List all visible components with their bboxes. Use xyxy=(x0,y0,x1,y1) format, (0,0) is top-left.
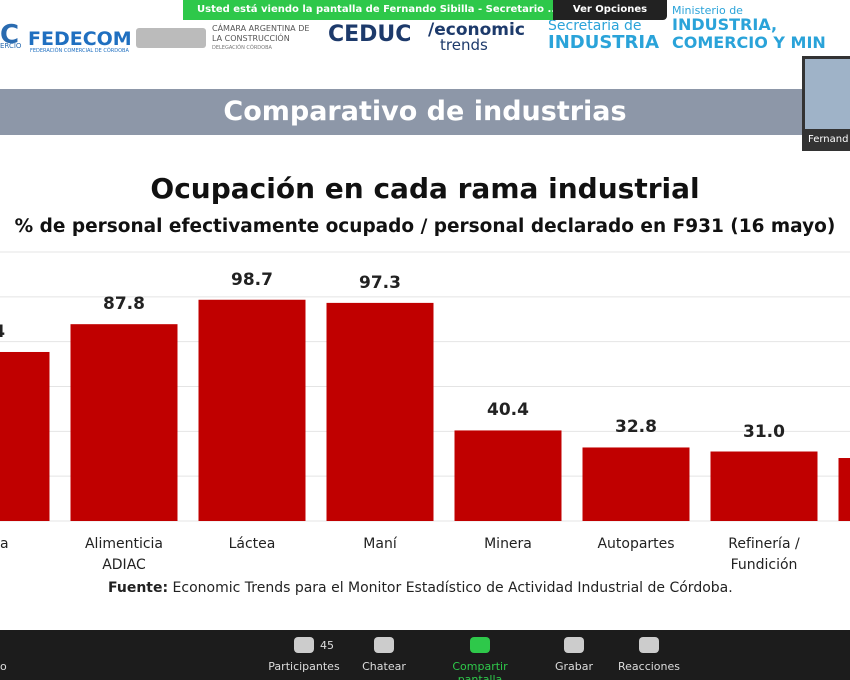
slide-header: Comparativo de industrias xyxy=(0,89,850,135)
bar xyxy=(838,458,850,521)
bar xyxy=(70,324,178,521)
logo: CEDUC xyxy=(328,22,412,47)
x-tick-label: Autopartes xyxy=(597,536,675,552)
value-label: 87.8 xyxy=(103,294,145,315)
logo: trends xyxy=(440,36,488,54)
toolbar-icon xyxy=(470,637,490,653)
source: Fuente: Economic Trends para el Monitor … xyxy=(108,580,733,596)
logo: INDUSTRIA xyxy=(548,32,660,53)
logo: ERCIO xyxy=(0,42,22,50)
chart-title: Ocupación en cada rama industrial xyxy=(150,172,700,205)
value-label: 32.8 xyxy=(615,417,657,438)
toolbar-item[interactable]: Participantes xyxy=(268,660,340,673)
x-tick-label: Refinería / Fundición xyxy=(728,536,800,573)
bar xyxy=(0,351,50,521)
toolbar-icon xyxy=(564,637,584,653)
video-thumbnail[interactable]: Fernand xyxy=(802,56,850,151)
bar xyxy=(710,451,818,521)
value-label: .4 xyxy=(0,322,51,342)
toolbar-item[interactable]: Reacciones xyxy=(617,660,680,673)
logo: FEDERACIÓN COMERCIAL DE CÓRDOBA xyxy=(30,48,129,54)
toolbar-icon xyxy=(294,637,314,653)
video-feed xyxy=(805,59,850,129)
x-tick-label: Minera xyxy=(484,536,532,552)
logo: C xyxy=(0,20,20,50)
logo: DELEGACIÓN CÓRDOBA xyxy=(212,45,272,51)
share-banner: Usted está viendo la pantalla de Fernand… xyxy=(183,0,553,20)
x-tick-label: Alimenticia ADIAC xyxy=(84,536,164,573)
toolbar-item[interactable]: Grabar xyxy=(554,660,594,673)
source-label: Fuente: xyxy=(108,580,169,596)
source-text: Economic Trends para el Monitor Estadíst… xyxy=(172,580,733,596)
logo: /economic xyxy=(428,20,525,40)
toolbar-item[interactable]: Compartir pantalla xyxy=(452,660,508,680)
logo: COMERCIO Y MIN xyxy=(672,33,826,52)
toolbar-icon xyxy=(639,637,659,653)
x-tick-label: Maní xyxy=(363,536,397,552)
bar xyxy=(454,430,562,521)
logo: Secretaría de xyxy=(548,18,642,34)
logo: INDUSTRIA, xyxy=(672,15,778,34)
logo: Ministerio de xyxy=(672,4,743,17)
logo-icon xyxy=(136,28,206,48)
logo: CÁMARA ARGENTINA DE LA CONSTRUCCIÓN xyxy=(212,24,310,43)
participant-count: 45 xyxy=(320,639,334,652)
options-button[interactable]: Ver Opciones xyxy=(553,0,667,20)
value-label: 97.3 xyxy=(359,272,401,293)
value-label: 40.4 xyxy=(487,400,529,421)
toolbar: o xyxy=(0,630,850,680)
value-label: 31.0 xyxy=(743,421,785,442)
bar xyxy=(198,299,306,521)
chart-subtitle: % de personal efectivamente ocupado / pe… xyxy=(14,216,836,237)
video-name: Fernand xyxy=(808,134,849,145)
toolbar-item[interactable]: o xyxy=(0,660,7,673)
toolbar-item[interactable]: Chatear xyxy=(362,660,406,673)
value-label: 98.7 xyxy=(231,269,273,290)
x-tick-label: Láctea xyxy=(228,536,276,552)
bar xyxy=(326,302,434,521)
toolbar-icon xyxy=(374,637,394,653)
bar xyxy=(582,447,690,521)
logo: FEDECOM xyxy=(28,28,132,50)
x-tick-label: fica xyxy=(0,536,9,552)
